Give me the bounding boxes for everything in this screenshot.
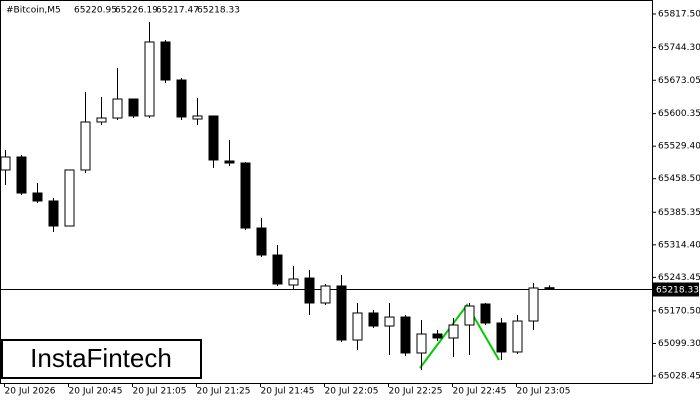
candle-body bbox=[256, 227, 267, 256]
x-tick-label: 20 Jul 23:05 bbox=[517, 387, 571, 397]
candle-body bbox=[480, 303, 491, 324]
y-tick-label: 65458.50 bbox=[658, 174, 700, 184]
candle-body bbox=[432, 333, 443, 339]
candle-body bbox=[496, 322, 507, 353]
x-tick-label: 20 Jul 21:25 bbox=[197, 387, 251, 397]
candle-body bbox=[144, 41, 155, 117]
candle-body bbox=[48, 200, 59, 227]
candle-body bbox=[80, 121, 91, 171]
x-tick-label: 20 Jul 22:45 bbox=[453, 387, 507, 397]
y-tick-label: 65243.45 bbox=[658, 273, 700, 283]
plot-frame bbox=[0, 0, 653, 384]
x-tick-label: 20 Jul 22:05 bbox=[325, 387, 379, 397]
y-tick-label: 65028.45 bbox=[658, 372, 700, 382]
candle-body bbox=[240, 162, 251, 229]
candle-body bbox=[64, 169, 75, 227]
candle-body bbox=[0, 156, 11, 171]
chart-title: #Bitcoin,M5 bbox=[6, 6, 61, 16]
candle-body bbox=[208, 115, 219, 161]
header-low: 65217.47 bbox=[156, 6, 199, 16]
candle-body bbox=[512, 320, 523, 353]
candle-body bbox=[320, 285, 331, 304]
candle-body bbox=[176, 79, 187, 118]
y-tick-label: 65170.50 bbox=[658, 306, 700, 316]
candle-body bbox=[528, 287, 539, 322]
candle-body bbox=[448, 324, 459, 339]
candle-body bbox=[32, 192, 43, 202]
x-tick-label: 20 Jul 20:45 bbox=[69, 387, 123, 397]
y-tick-label: 65529.40 bbox=[658, 142, 700, 152]
candle-body bbox=[192, 115, 203, 120]
candle-body bbox=[304, 277, 315, 304]
pattern-line bbox=[419, 303, 500, 369]
candle-body bbox=[464, 305, 475, 326]
candle-body bbox=[336, 285, 347, 341]
candle-body bbox=[400, 316, 411, 354]
price-label-box bbox=[653, 282, 699, 297]
y-tick-label: 65314.40 bbox=[658, 240, 700, 250]
candle-body bbox=[96, 117, 107, 123]
candle-body bbox=[416, 333, 427, 354]
y-tick-label: 65673.05 bbox=[658, 76, 700, 86]
candle-body bbox=[16, 156, 27, 194]
logo-box bbox=[1, 339, 202, 379]
x-tick-label: 20 Jul 21:45 bbox=[261, 387, 315, 397]
candle-body bbox=[544, 287, 555, 290]
candle-body bbox=[368, 312, 379, 327]
candle-body bbox=[352, 312, 363, 341]
header-high: 65226.19 bbox=[115, 6, 158, 16]
candle-body bbox=[384, 316, 395, 327]
price-label: 65218.33 bbox=[656, 286, 699, 296]
x-tick-label: 20 Jul 2026 bbox=[5, 387, 56, 397]
y-tick-label: 65600.35 bbox=[658, 109, 700, 119]
logo: InstaFintech bbox=[30, 343, 172, 373]
candle-body bbox=[160, 41, 171, 81]
candle-body bbox=[288, 278, 299, 286]
x-tick-label: 20 Jul 22:25 bbox=[389, 387, 443, 397]
candle-body bbox=[112, 98, 123, 119]
x-tick-label: 20 Jul 21:05 bbox=[133, 387, 187, 397]
candle-body bbox=[272, 254, 283, 285]
candle-body bbox=[128, 98, 139, 117]
y-tick-label: 65099.30 bbox=[658, 339, 700, 349]
y-tick-label: 65817.50 bbox=[658, 9, 700, 19]
header-close: 65218.33 bbox=[197, 6, 240, 16]
y-tick-label: 65744.30 bbox=[658, 43, 700, 53]
y-tick-label: 65385.35 bbox=[658, 208, 700, 218]
header-open: 65220.95 bbox=[74, 6, 117, 16]
candle-body bbox=[224, 160, 235, 164]
